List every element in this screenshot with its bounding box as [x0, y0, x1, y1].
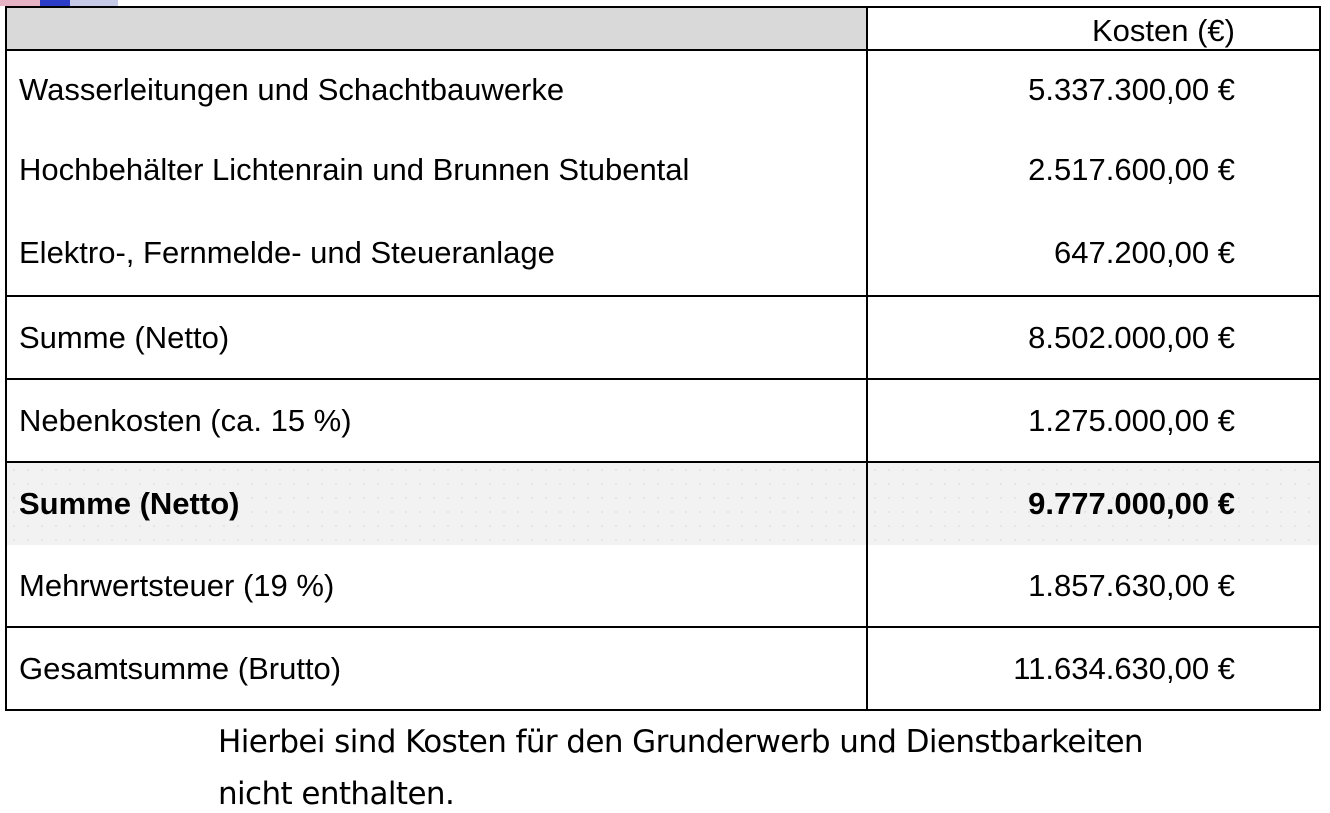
row-label: Elektro-, Fernmelde- und Steueranlage	[5, 211, 868, 297]
row-value: 11.634.630,00 €	[866, 626, 1321, 711]
logo-segment-blue	[40, 0, 70, 6]
row-label: Summe (Netto)	[5, 461, 868, 545]
row-value: 8.502.000,00 €	[866, 295, 1321, 380]
header-costs-cell: Kosten (€)	[866, 6, 1321, 51]
row-value: 2.517.600,00 €	[866, 129, 1321, 211]
table-row: Hochbehälter Lichtenrain und Brunnen Stu…	[5, 129, 1321, 211]
header-label-cell	[5, 6, 868, 51]
footnote-line-1: Hierbei sind Kosten für den Grunderwerb …	[218, 724, 1144, 760]
cost-table: Kosten (€) Wasserleitungen und Schachtba…	[5, 6, 1321, 711]
row-value: 5.337.300,00 €	[866, 50, 1321, 129]
row-label: Wasserleitungen und Schachtbauwerke	[5, 50, 868, 129]
row-value: 647.200,00 €	[866, 211, 1321, 297]
row-label: Summe (Netto)	[5, 295, 868, 380]
table-row-subtotal: Summe (Netto) 8.502.000,00 €	[5, 295, 1321, 380]
table-row: Mehrwertsteuer (19 %) 1.857.630,00 €	[5, 545, 1321, 628]
row-label: Nebenkosten (ca. 15 %)	[5, 378, 868, 463]
footnote-line-2: nicht enthalten.	[218, 776, 455, 812]
logo-segment-lilac	[70, 0, 118, 6]
table-header-row: Kosten (€)	[5, 6, 1321, 51]
footnote: Hierbei sind Kosten für den Grunderwerb …	[218, 716, 1218, 813]
logo-segment-pink	[0, 0, 40, 6]
row-label: Hochbehälter Lichtenrain und Brunnen Stu…	[5, 129, 868, 211]
row-value: 9.777.000,00 €	[866, 461, 1321, 545]
row-label: Mehrwertsteuer (19 %)	[5, 545, 868, 628]
table-row: Elektro-, Fernmelde- und Steueranlage 64…	[5, 211, 1321, 297]
row-value: 1.857.630,00 €	[866, 545, 1321, 628]
table-row-highlighted-subtotal: Summe (Netto) 9.777.000,00 €	[5, 461, 1321, 545]
table-row-total: Gesamtsumme (Brutto) 11.634.630,00 €	[5, 626, 1321, 711]
table-row: Nebenkosten (ca. 15 %) 1.275.000,00 €	[5, 378, 1321, 463]
table-row: Wasserleitungen und Schachtbauwerke 5.33…	[5, 50, 1321, 129]
row-label: Gesamtsumme (Brutto)	[5, 626, 868, 711]
corner-logo-fragment	[0, 0, 118, 6]
row-value: 1.275.000,00 €	[866, 378, 1321, 463]
